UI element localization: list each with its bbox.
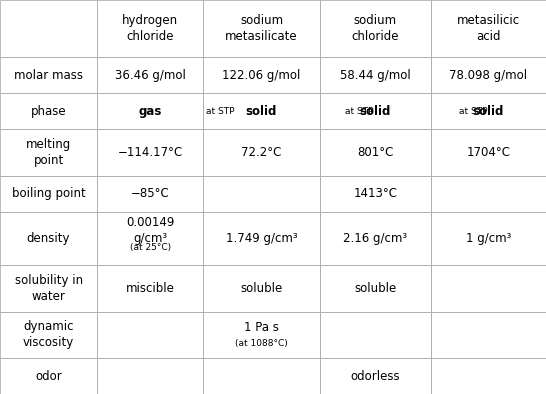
Text: 1.749 g/cm³: 1.749 g/cm³ [225,232,298,245]
Text: odor: odor [35,370,62,383]
Text: at STP: at STP [459,107,487,116]
Bar [203,312,320,358]
Bar [431,265,546,312]
Bar [431,93,546,129]
Bar [203,212,320,265]
Text: solid: solid [473,105,504,118]
Text: −85°C: −85°C [131,187,169,200]
Text: 1704°C: 1704°C [466,146,511,159]
Bar [320,176,431,212]
Bar [0,58,97,93]
Text: 1 Pa s: 1 Pa s [244,322,279,335]
Bar [0,0,97,58]
Text: 2.16 g/cm³: 2.16 g/cm³ [343,232,407,245]
Bar [320,93,431,129]
Text: solid: solid [246,105,277,118]
Text: at STP: at STP [206,107,234,116]
Bar [203,176,320,212]
Bar [97,129,203,176]
Text: 58.44 g/mol: 58.44 g/mol [340,69,411,82]
Bar [97,212,203,265]
Bar [320,0,431,58]
Text: hydrogen
chloride: hydrogen chloride [122,14,178,43]
Text: melting
point: melting point [26,138,71,167]
Bar [203,93,320,129]
Bar [203,129,320,176]
Text: dynamic
viscosity: dynamic viscosity [23,320,74,349]
Text: phase: phase [31,105,67,118]
Bar [320,265,431,312]
Bar [97,312,203,358]
Bar [431,176,546,212]
Bar [0,176,97,212]
Text: boiling point: boiling point [11,187,86,200]
Bar [97,58,203,93]
Bar [0,129,97,176]
Bar [97,0,203,58]
Bar [97,176,203,212]
Text: 72.2°C: 72.2°C [241,146,282,159]
Bar [97,265,203,312]
Text: 78.098 g/mol: 78.098 g/mol [449,69,527,82]
Text: odorless: odorless [351,370,400,383]
Bar [431,129,546,176]
Text: sodium
metasilicate: sodium metasilicate [225,14,298,43]
Bar [97,358,203,394]
Bar [431,212,546,265]
Bar [203,358,320,394]
Text: −114.17°C: −114.17°C [117,146,183,159]
Text: solid: solid [360,105,391,118]
Text: soluble: soluble [354,282,396,295]
Bar [0,358,97,394]
Bar [431,312,546,358]
Bar [203,0,320,58]
Bar [0,265,97,312]
Text: soluble: soluble [240,282,283,295]
Bar [320,129,431,176]
Bar [320,212,431,265]
Bar [0,312,97,358]
Bar [203,58,320,93]
Text: molar mass: molar mass [14,69,83,82]
Bar [431,358,546,394]
Text: metasilicic
acid: metasilicic acid [457,14,520,43]
Text: solubility in
water: solubility in water [15,274,82,303]
Text: 1 g/cm³: 1 g/cm³ [466,232,511,245]
Text: 1413°C: 1413°C [353,187,397,200]
Bar [97,93,203,129]
Text: (at 1088°C): (at 1088°C) [235,339,288,348]
Text: density: density [27,232,70,245]
Bar [320,312,431,358]
Text: at STP: at STP [345,107,373,116]
Text: 36.46 g/mol: 36.46 g/mol [115,69,186,82]
Text: 122.06 g/mol: 122.06 g/mol [222,69,301,82]
Bar [431,58,546,93]
Bar [320,358,431,394]
Text: miscible: miscible [126,282,175,295]
Bar [0,212,97,265]
Text: 801°C: 801°C [357,146,394,159]
Bar [0,93,97,129]
Bar [203,265,320,312]
Bar [320,58,431,93]
Text: (at 25°C): (at 25°C) [129,243,171,252]
Text: 0.00149
g/cm³: 0.00149 g/cm³ [126,216,174,245]
Text: sodium
chloride: sodium chloride [352,14,399,43]
Bar [431,0,546,58]
Text: gas: gas [139,105,162,118]
